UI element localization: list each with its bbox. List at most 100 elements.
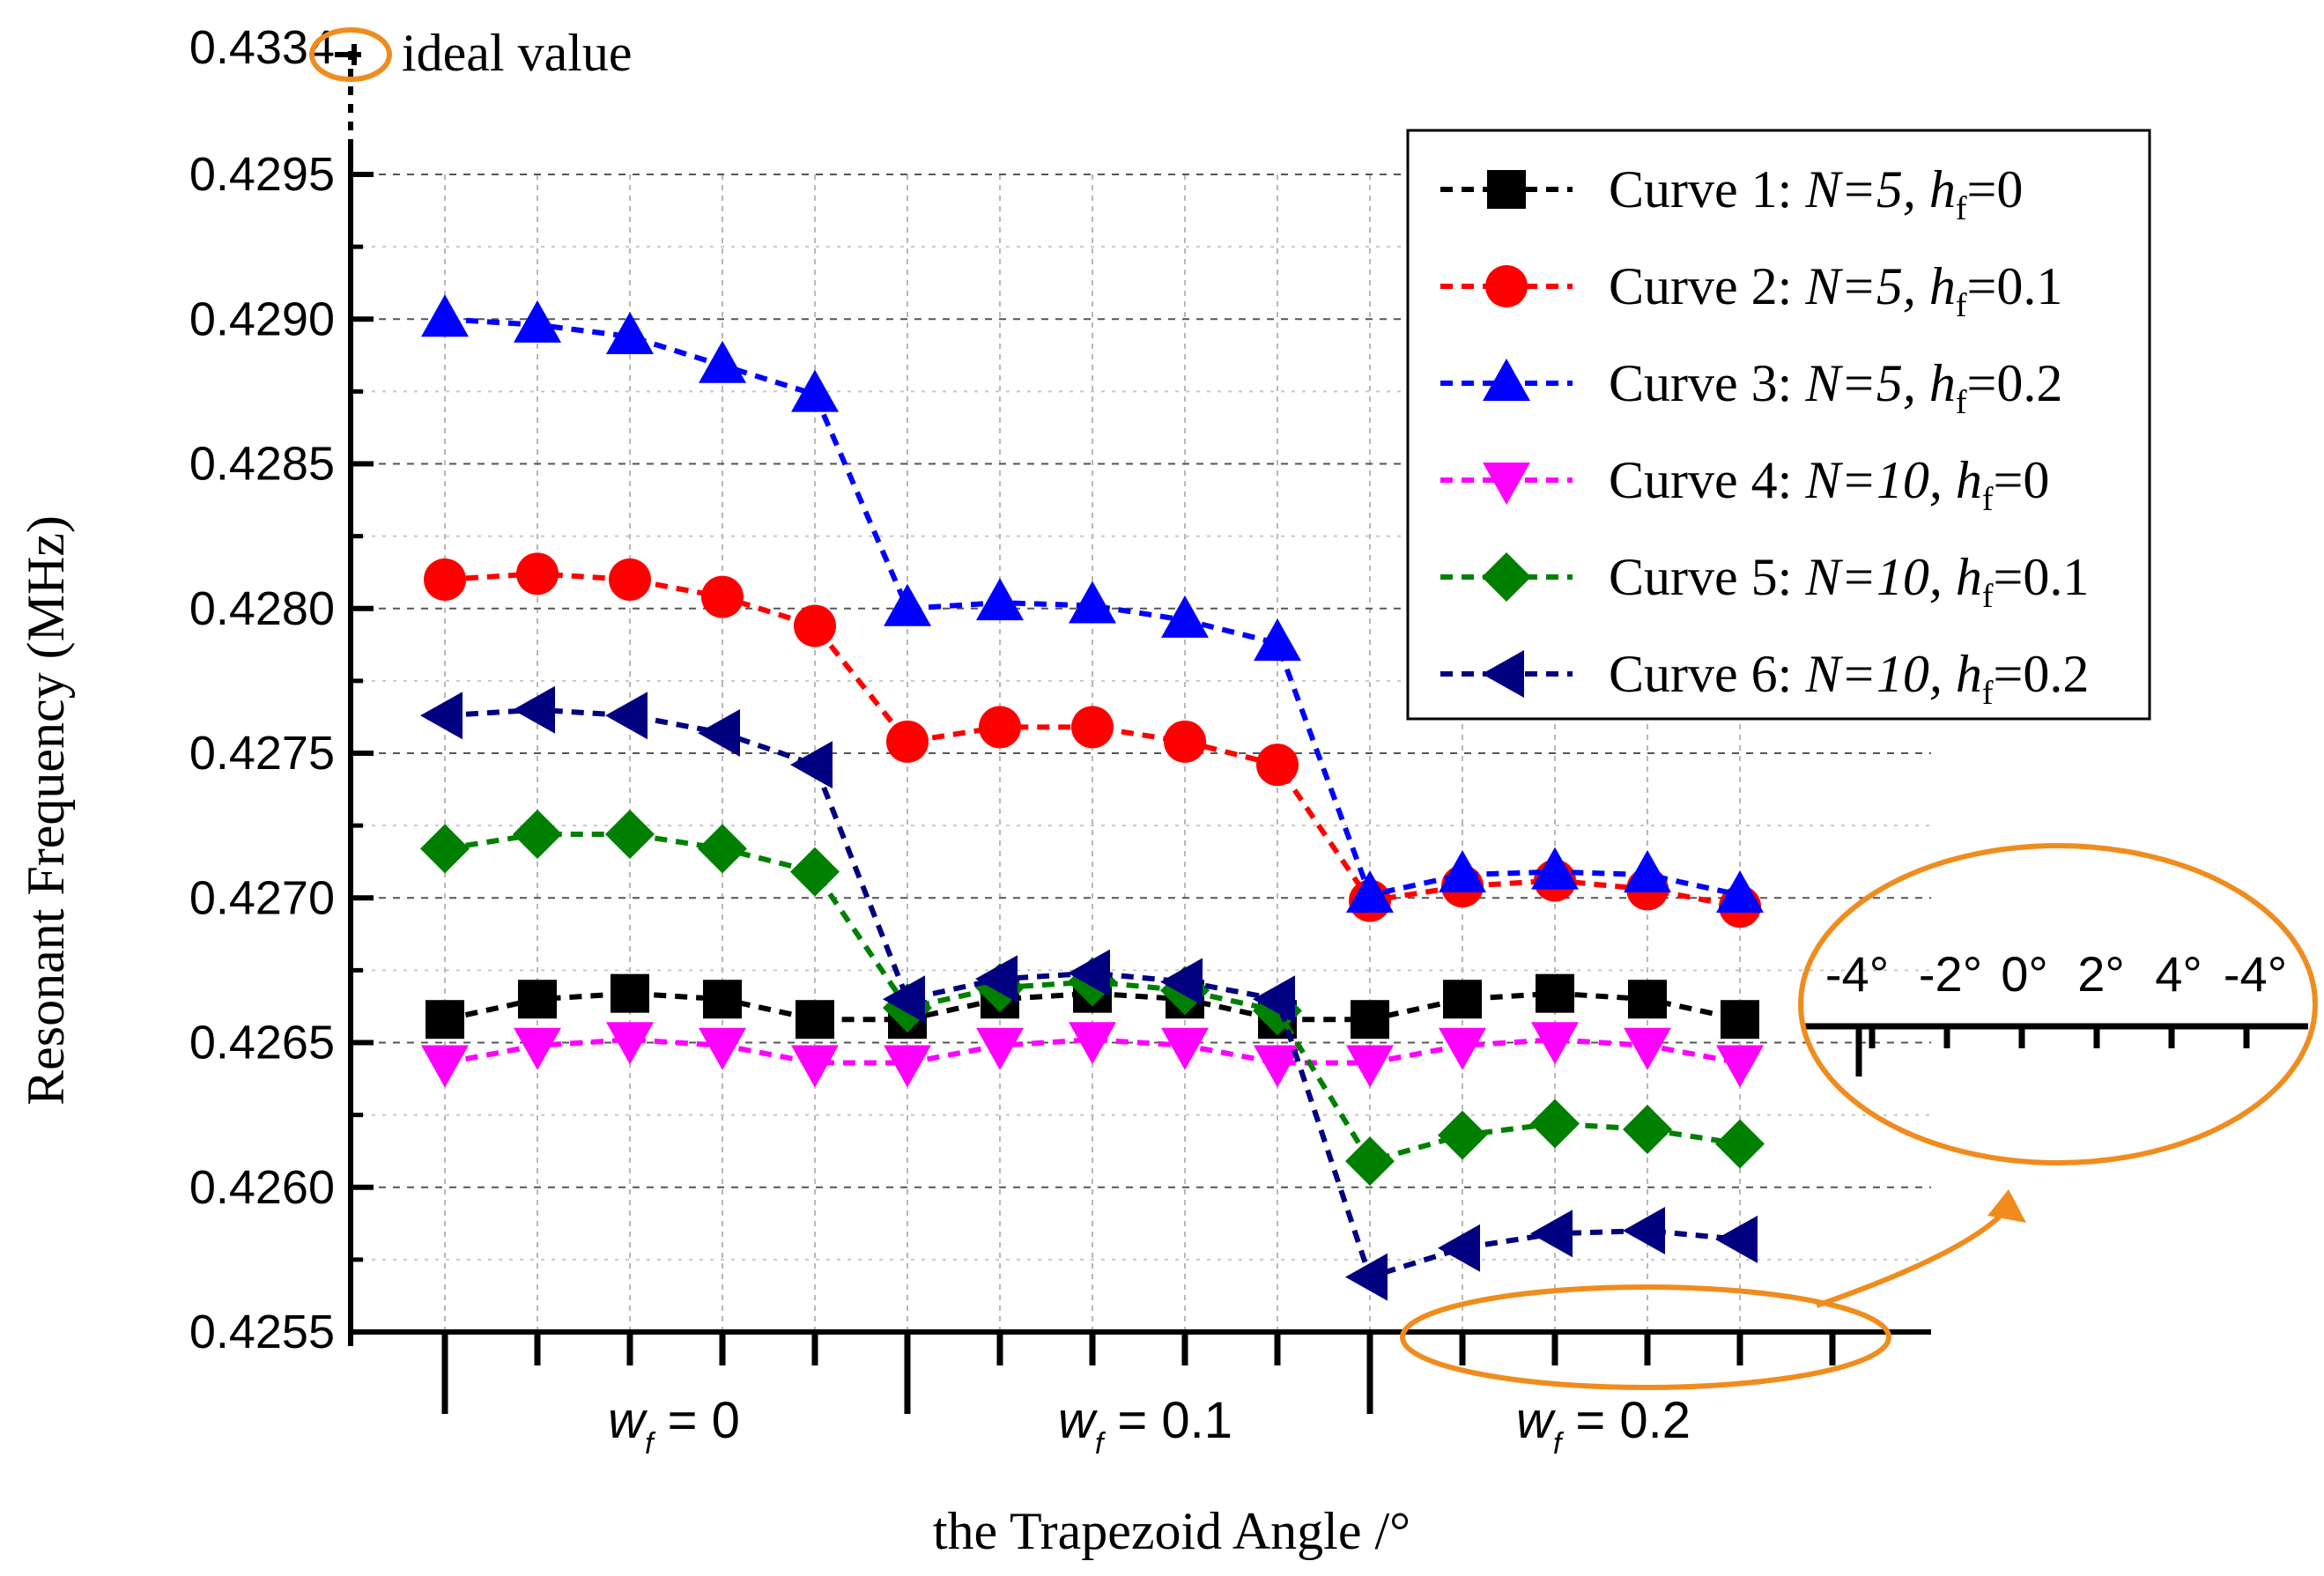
legend-label: Curve 5: N=10, hf=0.1 <box>1609 548 2089 615</box>
data-point <box>1256 744 1299 787</box>
data-point <box>1530 1210 1573 1258</box>
data-point <box>1438 1224 1480 1272</box>
data-point <box>976 1027 1024 1070</box>
data-point <box>420 692 463 740</box>
legend-label: Curve 6: N=10, hf=0.2 <box>1609 645 2089 712</box>
data-point <box>514 300 561 343</box>
series-line <box>444 1037 1741 1066</box>
series-layer <box>420 294 1765 1301</box>
data-point <box>1721 1000 1759 1040</box>
data-point <box>884 1045 931 1088</box>
legend: Curve 1: N=5, hf=0 Curve 2: N=5, hf=0.1 Cu… <box>1406 129 2151 721</box>
data-point <box>701 575 744 618</box>
data-point <box>790 741 833 789</box>
data-point <box>1623 1105 1672 1155</box>
data-point <box>605 809 655 859</box>
data-point <box>1531 1022 1579 1065</box>
data-point <box>976 578 1024 621</box>
data-point <box>1624 849 1671 892</box>
legend-item-6: Curve 6: N=10, hf=0.2 <box>1440 645 2089 712</box>
data-point <box>606 311 654 354</box>
data-point <box>698 824 747 874</box>
y-tick-label: 0.4295 <box>189 148 335 201</box>
data-point <box>421 294 469 337</box>
legend-item-4: Curve 4: N=10, hf=0 <box>1440 451 2049 518</box>
series-line <box>444 990 1741 1023</box>
data-point <box>605 692 648 740</box>
data-point <box>420 824 470 874</box>
data-point <box>518 980 557 1019</box>
y-tick-label: 0.4260 <box>189 1161 335 1214</box>
group-label: wf = 0.1 <box>1058 1392 1232 1461</box>
legend-marker <box>1482 552 1531 602</box>
data-point <box>975 955 1018 1003</box>
data-point <box>1438 1110 1487 1160</box>
inset-tick-label: 4° <box>2155 946 2202 1002</box>
data-point <box>1716 1045 1764 1088</box>
data-point <box>514 1027 561 1070</box>
data-point <box>884 583 931 626</box>
data-point <box>886 720 929 763</box>
data-point <box>1530 1099 1580 1149</box>
legend-marker <box>1482 650 1524 698</box>
data-point <box>1624 1027 1671 1070</box>
data-point <box>1160 958 1203 1006</box>
legend-label: Curve 3: N=5, hf=0.2 <box>1609 354 2062 421</box>
data-point <box>1068 949 1110 997</box>
inset-tick-label: -2° <box>1919 946 1982 1002</box>
inset-angle-axis: -4° -2° 0° 2° 4° -4° <box>1804 946 2308 1077</box>
ideal-value-marker: 0.4334 ideal value <box>189 21 633 82</box>
y-tick-label: 0.4280 <box>189 582 335 635</box>
zoom-arrow <box>1816 1205 2011 1308</box>
data-point <box>1439 849 1486 892</box>
data-point <box>699 340 746 383</box>
data-point <box>1254 1045 1301 1088</box>
series-line <box>444 316 1741 899</box>
legend-item-5: Curve 5: N=10, hf=0.1 <box>1440 548 2089 615</box>
data-point <box>699 1027 746 1070</box>
inset-tick-label: 0° <box>2001 946 2048 1002</box>
data-point <box>1715 1215 1758 1263</box>
legend-label: Curve 1: N=5, hf=0 <box>1609 160 2023 227</box>
inset-tick-label: 2° <box>2077 946 2125 1002</box>
series-line <box>444 707 1741 1281</box>
data-point <box>426 1000 464 1040</box>
data-point <box>1253 975 1295 1024</box>
series-3 <box>421 294 1764 913</box>
ideal-value-label: ideal value <box>402 24 633 82</box>
y-tick-label: 0.4270 <box>189 871 335 924</box>
data-point <box>1346 1045 1394 1088</box>
data-point <box>1623 1207 1665 1255</box>
legend-item-1: Curve 1: N=5, hf=0 <box>1440 160 2023 227</box>
highlight-ellipse <box>1400 1284 1891 1390</box>
data-point <box>1164 720 1206 763</box>
data-point <box>424 558 466 601</box>
legend-marker <box>1483 462 1530 505</box>
zoom-arrowhead <box>1987 1189 2026 1223</box>
data-point <box>791 1045 839 1088</box>
data-point <box>979 706 1021 749</box>
data-point <box>1443 980 1482 1019</box>
data-point <box>1254 618 1301 662</box>
series-line <box>444 571 1741 910</box>
annotations <box>1400 843 2318 1390</box>
data-point <box>1161 595 1209 638</box>
data-point <box>1346 869 1394 913</box>
data-point <box>513 685 555 734</box>
group-label: wf = 0.2 <box>1516 1392 1691 1461</box>
legend-label: Curve 4: N=10, hf=0 <box>1609 451 2049 518</box>
data-point <box>703 980 742 1019</box>
y-axis-label: Resonant Frequency (MHz) <box>17 515 75 1106</box>
data-point <box>513 809 562 859</box>
legend-item-3: Curve 3: N=5, hf=0.2 <box>1440 354 2062 421</box>
data-point <box>1439 1027 1486 1070</box>
data-point <box>790 847 840 897</box>
legend-marker <box>1485 265 1528 307</box>
legend-item-2: Curve 2: N=5, hf=0.1 <box>1440 257 2062 324</box>
data-point <box>791 369 839 412</box>
x-axis-label: the Trapezoid Angle /° <box>933 1502 1410 1560</box>
series-6 <box>420 685 1758 1301</box>
data-point <box>1351 1000 1389 1040</box>
data-point <box>1716 869 1764 913</box>
data-point <box>1628 980 1667 1019</box>
